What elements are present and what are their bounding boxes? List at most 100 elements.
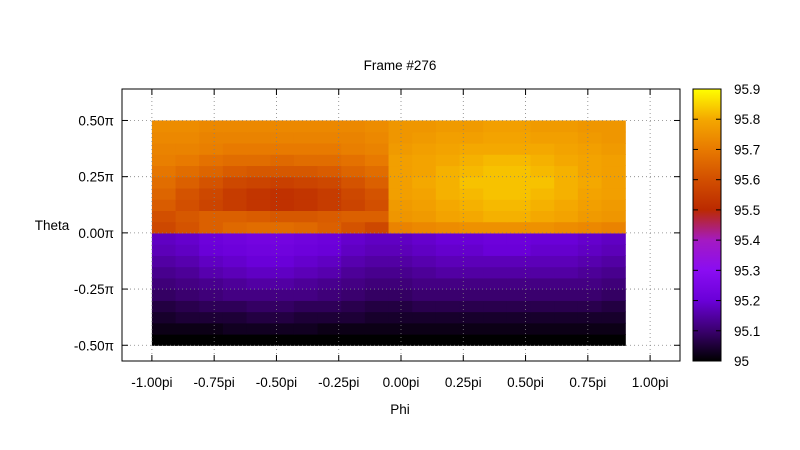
heatmap-cell [341, 131, 366, 144]
heatmap-cell [270, 120, 295, 133]
heatmap-cell [412, 277, 437, 290]
heatmap-cell [175, 142, 200, 155]
y-axis-ticks: 0.50π 0.25π 0.00π -0.25π -0.50π [74, 113, 680, 353]
heatmap-cell [222, 266, 248, 279]
heatmap-cell [293, 165, 319, 178]
heatmap-cell [341, 210, 366, 223]
heatmap-cell [270, 142, 295, 155]
heatmap-cell [483, 120, 508, 133]
heatmap-cell [554, 199, 579, 211]
heatmap-cell [175, 266, 200, 279]
y-axis-label: Theta [35, 218, 70, 233]
heatmap-cell [175, 289, 200, 301]
heatmap-cell [412, 187, 437, 200]
heatmap-cell [530, 255, 555, 268]
heatmap-cell [317, 289, 342, 301]
heatmap-cell [601, 311, 626, 324]
heatmap-cell [530, 266, 555, 279]
heatmap-cell [483, 187, 508, 200]
heatmap-cell [364, 187, 390, 200]
heatmap-cell [530, 154, 555, 167]
heatmap-cell [554, 232, 579, 245]
heatmap-cell [483, 289, 508, 301]
heatmap-cell [435, 266, 461, 279]
heatmap-cell [364, 311, 390, 324]
heatmap-cell [412, 131, 437, 144]
heatmap-cell [175, 311, 200, 324]
heatmap-cell [435, 165, 461, 178]
heatmap-cell [435, 311, 461, 324]
heatmap-cell [483, 311, 508, 324]
heatmap-cell [151, 300, 177, 313]
heatmap-cell [199, 311, 224, 324]
heatmap-cell [530, 165, 555, 178]
heatmap-cell [554, 311, 579, 324]
colorbar-tick-label: 95.9 [734, 82, 760, 97]
heatmap-cell [341, 322, 366, 335]
y-tick-label: 0.50π [78, 113, 114, 128]
heatmap-cell [577, 165, 603, 178]
heatmap-cell [246, 131, 271, 144]
heatmap-cell [412, 289, 437, 301]
heatmap-cell [530, 210, 555, 223]
heatmap-cell [341, 300, 366, 313]
heatmap-cell [293, 255, 319, 268]
heatmap-cell [317, 334, 342, 346]
heatmap-cell [412, 311, 437, 324]
heatmap-cell [199, 142, 224, 155]
heatmap-cell [293, 277, 319, 290]
colorbar-tick-label: 95.2 [734, 294, 760, 309]
heatmap-cell [175, 244, 200, 256]
heatmap-cell [412, 334, 437, 346]
heatmap-cell [151, 289, 177, 301]
heatmap-cell [317, 199, 342, 211]
heatmap-cell [293, 120, 319, 133]
heatmap-cell [483, 255, 508, 268]
heatmap-cell [175, 210, 200, 223]
heatmap-cell [412, 221, 437, 234]
heatmap-cell [175, 165, 200, 178]
heatmap-cell [554, 210, 579, 223]
heatmap-cell [246, 210, 271, 223]
heatmap-cell [530, 289, 555, 301]
heatmap-cell [364, 154, 390, 167]
heatmap-cell [222, 120, 248, 133]
heatmap-cell [270, 131, 295, 144]
heatmap-cell [341, 142, 366, 155]
heatmap-cell [554, 322, 579, 335]
heatmap-cell [341, 289, 366, 301]
heatmap-cell [459, 210, 484, 223]
heatmap-cell [601, 131, 626, 144]
heatmap-cell [246, 322, 271, 335]
heatmap-cell [364, 165, 390, 178]
heatmap-cell [246, 266, 271, 279]
heatmap-cell [483, 300, 508, 313]
heatmap-cell [435, 244, 461, 256]
colorbar-tick-label: 95 [734, 354, 749, 369]
heatmap-cell [435, 176, 461, 189]
heatmap-cell [435, 289, 461, 301]
heatmap-cell [530, 187, 555, 200]
heatmap-cell [412, 266, 437, 279]
heatmap-cell [435, 131, 461, 144]
heatmap-cell [577, 131, 603, 144]
heatmap-cell [151, 277, 177, 290]
heatmap-cell [364, 300, 390, 313]
heatmap-cell [483, 165, 508, 178]
heatmap-cell [577, 266, 603, 279]
heatmap-cell [412, 322, 437, 335]
heatmap-cell [222, 131, 248, 144]
heatmap-cell [293, 311, 319, 324]
heatmap-cell [246, 187, 271, 200]
heatmap-cell [270, 255, 295, 268]
heatmap-cell [270, 232, 295, 245]
x-tick-label: 0.25pi [445, 375, 482, 390]
heatmap-cell [293, 232, 319, 245]
heatmap-cell [151, 154, 177, 167]
heatmap-cell [601, 255, 626, 268]
heatmap-cell [388, 244, 413, 256]
heatmap-cell [388, 142, 413, 155]
heatmap-cell [293, 142, 319, 155]
heatmap-cell [175, 232, 200, 245]
heatmap-cell [175, 221, 200, 234]
